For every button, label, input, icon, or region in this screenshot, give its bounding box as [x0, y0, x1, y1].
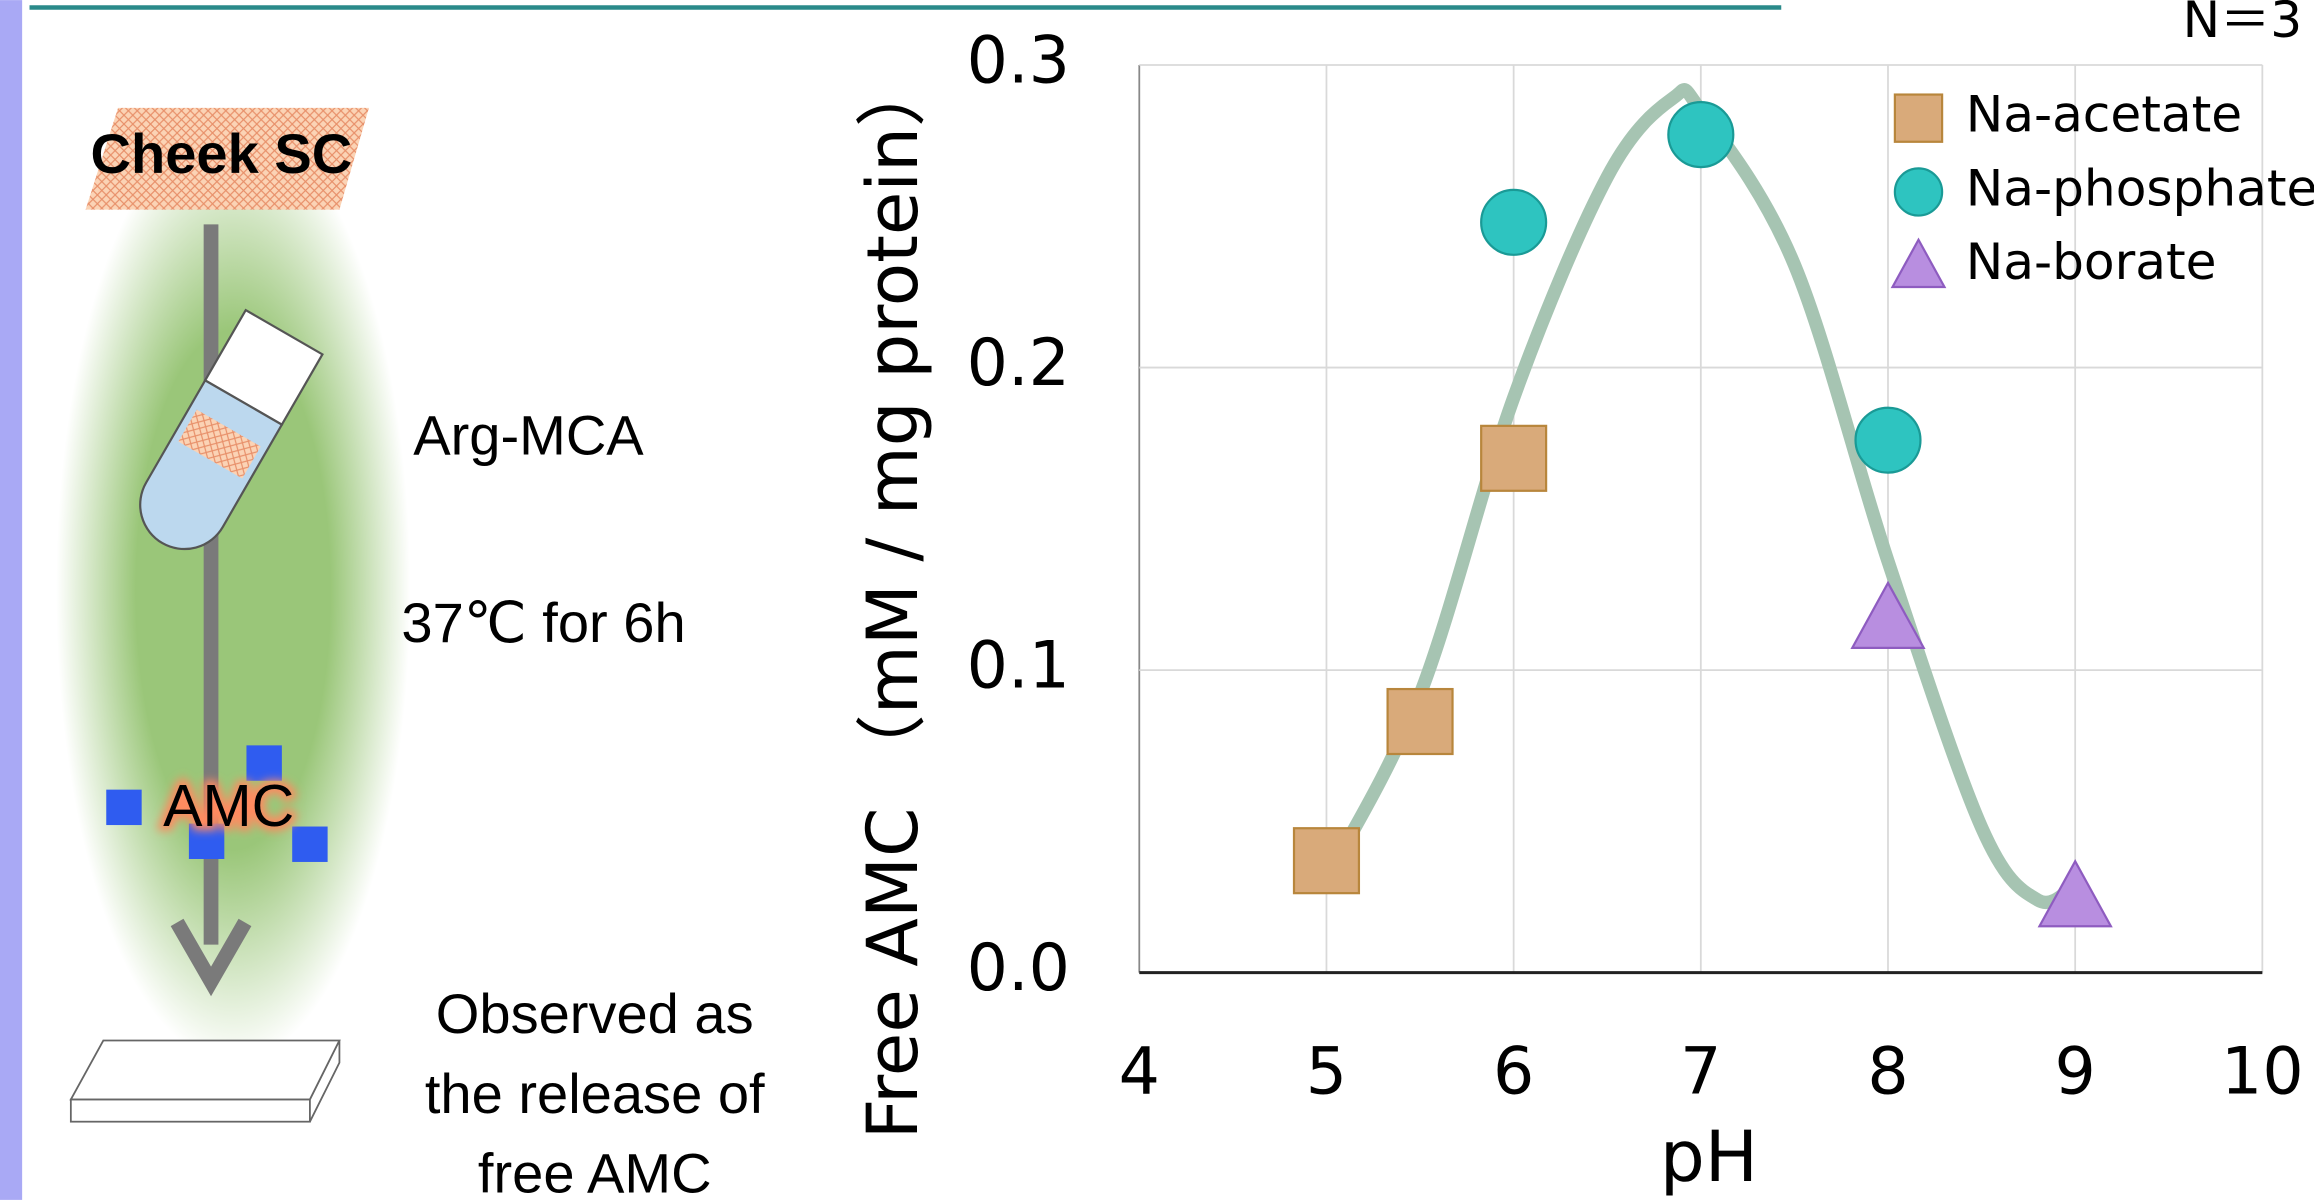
- marker-circle: [1854, 406, 1922, 474]
- sample-sheet: [85, 107, 369, 210]
- x-tick-label: 4: [1119, 1035, 1160, 1110]
- x-tick-label: 8: [1867, 1035, 1908, 1110]
- marker-square: [1386, 687, 1454, 756]
- observed-note: Observed as the release of free AMC: [425, 982, 765, 1204]
- marker-square: [1292, 827, 1361, 895]
- legend-label: Na-borate: [1966, 232, 2217, 291]
- x-tick-label: 10: [2221, 1035, 2304, 1110]
- x-tick-label: 6: [1493, 1035, 1534, 1110]
- marker-circle: [1893, 167, 1944, 217]
- sample-label: Cheek SC: [90, 122, 352, 185]
- y-axis-label: Free AMC （mM / mg protein）: [851, 56, 934, 1139]
- tube: [139, 308, 324, 551]
- condition-label: 37℃ for 6h: [401, 591, 685, 654]
- y-tick-label: 0.1: [967, 629, 1070, 704]
- diagram: Cheek SC AMC AMC Arg-MCA 37℃ for 6h Obse…: [56, 107, 765, 1204]
- x-tick-label: 7: [1680, 1035, 1721, 1110]
- x-tick-label: 9: [2055, 1035, 2096, 1110]
- arrow-head: [170, 918, 252, 997]
- marker-circle: [1480, 188, 1548, 256]
- legend-label: Na-phosphate: [1966, 158, 2314, 217]
- glow: [56, 118, 411, 1063]
- annotation: N＝3: [2183, 0, 2303, 49]
- y-tick-label: 0.2: [967, 326, 1070, 401]
- marker-triangle: [1890, 237, 1947, 289]
- marker-triangle: [1850, 580, 1926, 649]
- observed-line: Observed as: [436, 982, 754, 1045]
- y-tick-label: 0.0: [967, 931, 1070, 1006]
- microplate: [69, 1039, 341, 1123]
- y-tick-label: 0.3: [967, 24, 1070, 99]
- legend-label: Na-acetate: [1966, 85, 2242, 144]
- side-strip: [0, 0, 23, 1200]
- x-axis-label: pH: [1660, 1115, 1758, 1198]
- marker-circle: [1667, 101, 1735, 169]
- chart: 4 5 6 7 8 9 10 0.0 0.1 0.2 0.3 pH Free AMC （mM / mg …: [851, 24, 2314, 1198]
- observed-line: free AMC: [478, 1142, 712, 1200]
- substrate-label: Arg-MCA: [413, 404, 644, 467]
- marker-triangle: [2037, 858, 2113, 928]
- marker-square: [1480, 424, 1548, 492]
- marker-square: [1893, 93, 1944, 143]
- product-label: AMC: [163, 773, 294, 839]
- product-glow: AMC: [163, 773, 294, 839]
- amc-dots: [106, 745, 328, 862]
- x-tick-label: 5: [1306, 1035, 1347, 1110]
- observed-line: the release of: [425, 1062, 765, 1125]
